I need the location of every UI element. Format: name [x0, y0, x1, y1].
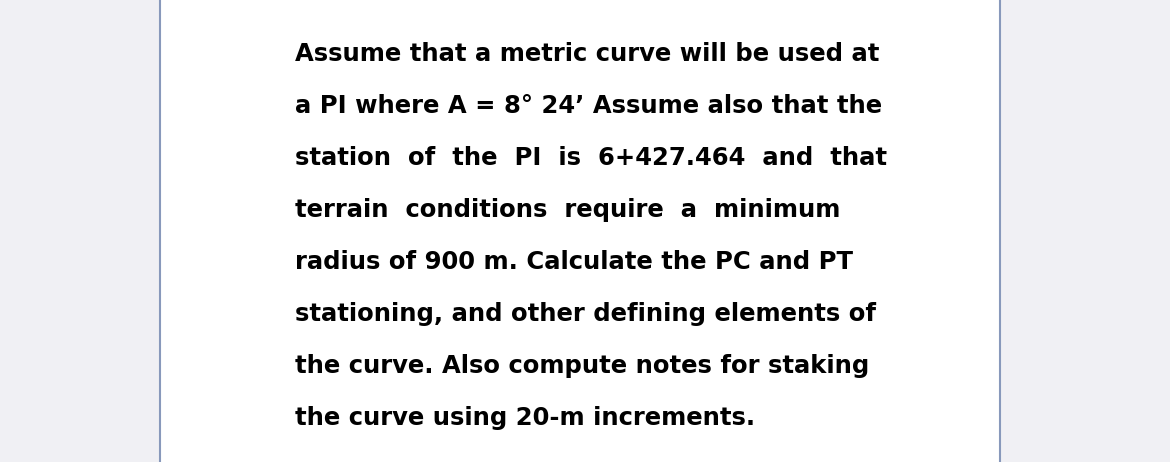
Text: radius of 900 m. Calculate the PC and PT: radius of 900 m. Calculate the PC and PT [295, 250, 853, 274]
Text: stationing, and other defining elements of: stationing, and other defining elements … [295, 302, 876, 326]
Text: the curve. Also compute notes for staking: the curve. Also compute notes for stakin… [295, 354, 869, 378]
Bar [160, 0, 1000, 462]
Text: Assume that a metric curve will be used at: Assume that a metric curve will be used … [295, 42, 880, 66]
Text: the curve using 20-m increments.: the curve using 20-m increments. [295, 406, 755, 430]
Text: station  of  the  PI  is  6+427.464  and  that: station of the PI is 6+427.464 and that [295, 146, 887, 170]
Text: a PI where A = 8° 24’ Assume also that the: a PI where A = 8° 24’ Assume also that t… [295, 94, 882, 118]
Text: terrain  conditions  require  a  minimum: terrain conditions require a minimum [295, 198, 840, 222]
